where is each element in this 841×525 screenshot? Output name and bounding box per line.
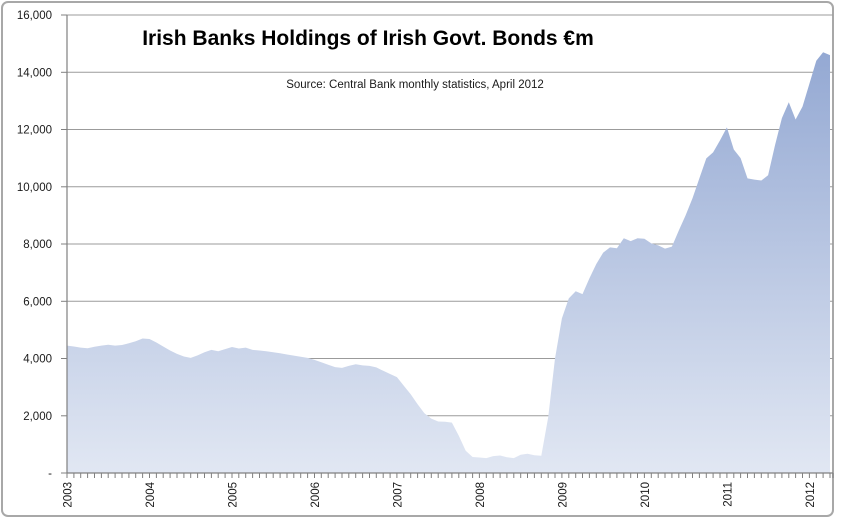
- x-axis-year-label: 2007: [392, 482, 404, 508]
- x-axis: 2003 2004 2005 2006 2007 2008 2009 2010 2011 2012: [63, 472, 834, 508]
- chart-subtitle: Source: Central Bank monthly statistics,…: [286, 79, 544, 91]
- y-axis-tick-label: 8,000: [23, 239, 52, 251]
- x-axis-year-label: 2012: [805, 482, 817, 508]
- x-axis-year-label: 2008: [475, 482, 487, 508]
- x-axis-year-label: 2004: [145, 481, 157, 507]
- x-axis-year-label: 2005: [228, 482, 240, 508]
- area-series: [67, 52, 830, 473]
- chart-title: Irish Banks Holdings of Irish Govt. Bond…: [142, 27, 594, 50]
- x-axis-year-label: 2010: [640, 482, 652, 508]
- x-axis-year-label: 2009: [557, 482, 569, 508]
- y-axis-tick-label: -: [48, 468, 52, 480]
- y-axis-tick-label: 12,000: [17, 125, 52, 137]
- x-axis-year-label: 2003: [63, 482, 75, 508]
- y-axis-tick-label: 14,000: [17, 67, 52, 79]
- y-axis: 16,000 14,000 12,000 10,000 8,000 6,000 4,000 2…: [17, 10, 68, 480]
- y-axis-tick-label: 4,000: [23, 354, 52, 366]
- y-axis-tick-label: 10,000: [17, 182, 52, 194]
- y-axis-tick-label: 16,000: [17, 10, 52, 22]
- y-axis-tick-label: 6,000: [23, 296, 52, 308]
- x-axis-year-label: 2006: [310, 482, 322, 508]
- y-axis-tick-label: 2,000: [23, 411, 52, 423]
- x-axis-year-label: 2011: [722, 482, 734, 507]
